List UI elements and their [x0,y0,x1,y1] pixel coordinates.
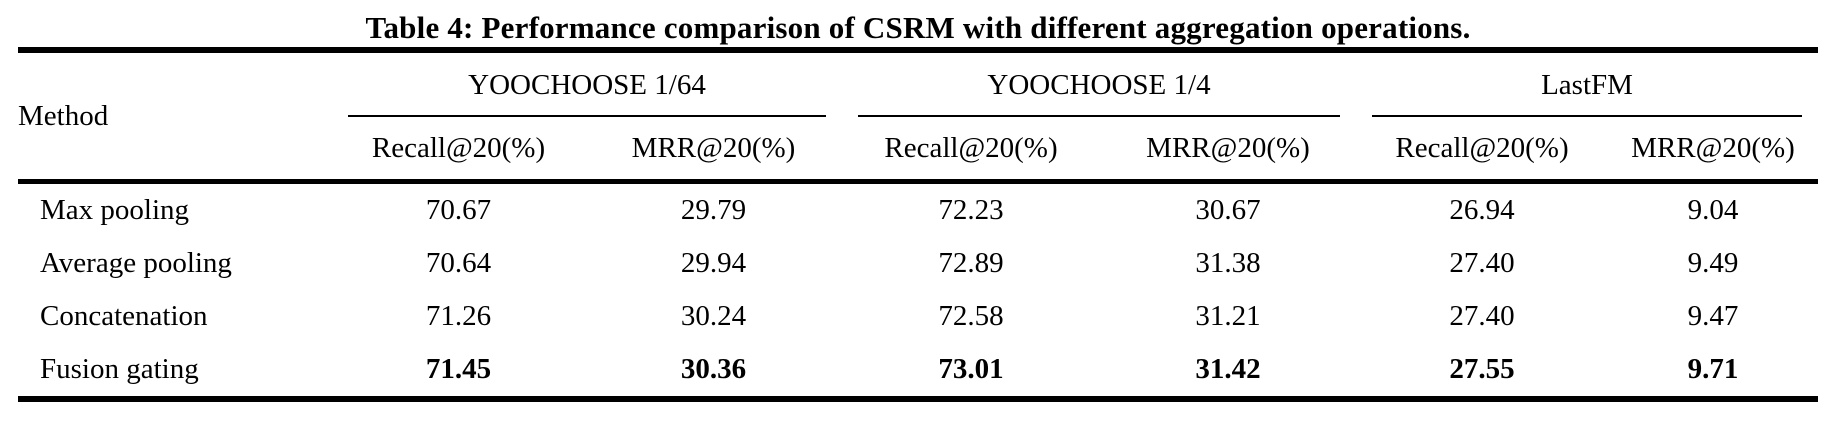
value-cell: 27.40 [1449,247,1515,279]
table-row-max-pooling: Max pooling 70.67 29.79 72.23 30.67 26.9… [18,182,1818,238]
value-cell: 71.45 [425,353,492,385]
value-cell: 72.23 [938,194,1004,226]
column-header-method: Method [18,50,332,184]
value-cell: 71.26 [425,300,492,332]
value-cell: 9.71 [1687,353,1739,385]
value-cell: 31.38 [1195,247,1261,279]
value-cell: 9.47 [1687,300,1739,332]
value-cell: 9.04 [1687,194,1739,226]
table-row-fusion-gating: Fusion gating 71.45 30.36 73.01 31.42 27… [18,343,1818,399]
method-cell: Concatenation [40,300,208,332]
table-row-concatenation: Concatenation 71.26 30.24 72.58 31.21 27… [18,290,1818,343]
method-cell: Max pooling [40,194,190,226]
value-cell: 72.89 [938,247,1004,279]
column-header-mrr-y4: MRR@20(%) [1100,117,1356,184]
method-cell: Fusion gating [40,353,199,385]
value-cell: 27.55 [1449,353,1515,385]
value-cell: 30.67 [1195,194,1261,226]
group-header-lastfm: LastFM [1356,50,1818,117]
value-cell: 29.94 [680,247,747,279]
value-cell: 27.40 [1449,300,1515,332]
value-cell: 9.49 [1687,247,1739,279]
column-header-mrr-lastfm: MRR@20(%) [1608,117,1818,184]
column-header-recall-y4: Recall@20(%) [842,117,1100,184]
table-caption: Table 4: Performance comparison of CSRM … [365,10,1471,45]
group-header-yoochoose-1-4: YOOCHOOSE 1/4 [842,50,1356,117]
value-cell: 26.94 [1449,194,1515,226]
table-row-average-pooling: Average pooling 70.64 29.94 72.89 31.38 … [18,237,1818,290]
value-cell: 70.67 [425,194,492,226]
value-cell: 72.58 [938,300,1004,332]
results-table: Method YOOCHOOSE 1/64 YOOCHOOSE 1/4 Last… [18,47,1818,402]
value-cell: 31.21 [1195,300,1261,332]
method-cell: Average pooling [40,247,232,279]
value-cell: 30.24 [680,300,747,332]
value-cell: 73.01 [938,353,1004,385]
group-header-yoochoose-1-64: YOOCHOOSE 1/64 [332,50,842,117]
column-header-recall-lastfm: Recall@20(%) [1356,117,1608,184]
column-header-mrr-y64: MRR@20(%) [585,117,842,184]
column-header-recall-y64: Recall@20(%) [332,117,585,184]
value-cell: 29.79 [680,194,747,226]
value-cell: 31.42 [1195,353,1261,385]
value-cell: 30.36 [680,353,747,385]
value-cell: 70.64 [425,247,492,279]
